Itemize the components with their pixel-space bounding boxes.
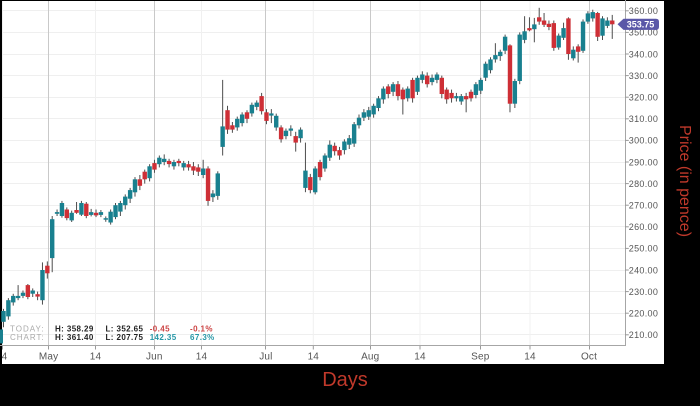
svg-text:220.00: 220.00 — [629, 309, 658, 319]
svg-text:Aug: Aug — [361, 352, 379, 363]
svg-text:250.00: 250.00 — [629, 244, 658, 254]
svg-text:67.3%: 67.3% — [190, 333, 215, 342]
svg-text:360.00: 360.00 — [629, 6, 658, 16]
svg-text:Sep: Sep — [471, 352, 490, 363]
svg-text:210.00: 210.00 — [629, 330, 658, 340]
svg-text:340.00: 340.00 — [629, 49, 658, 59]
svg-text:350.00: 350.00 — [629, 28, 658, 38]
svg-text:14: 14 — [90, 352, 102, 363]
svg-text:260.00: 260.00 — [629, 222, 658, 232]
svg-text:330.00: 330.00 — [629, 71, 658, 81]
svg-text:230.00: 230.00 — [629, 287, 658, 297]
svg-text:-0.45: -0.45 — [150, 324, 170, 333]
svg-text:290.00: 290.00 — [629, 157, 658, 167]
svg-text:Price (in pence): Price (in pence) — [676, 125, 693, 237]
svg-text:353.75: 353.75 — [627, 20, 655, 30]
svg-text:14: 14 — [414, 352, 426, 363]
svg-text:Days: Days — [322, 369, 368, 391]
svg-text:142.35: 142.35 — [150, 333, 177, 342]
svg-text:280.00: 280.00 — [629, 179, 658, 189]
svg-text:240.00: 240.00 — [629, 265, 658, 275]
svg-text:L: 352.65: L: 352.65 — [106, 324, 144, 333]
svg-text:L: 207.75: L: 207.75 — [106, 333, 144, 342]
svg-text:14: 14 — [196, 352, 208, 363]
svg-text:310.00: 310.00 — [629, 114, 658, 124]
svg-text:270.00: 270.00 — [629, 201, 658, 211]
svg-text:14: 14 — [308, 352, 320, 363]
svg-text:Oct: Oct — [581, 352, 597, 363]
svg-text:Jun: Jun — [146, 352, 163, 363]
svg-text:CHART:: CHART: — [10, 333, 45, 342]
svg-text:-0.1%: -0.1% — [190, 324, 213, 333]
svg-text:300.00: 300.00 — [629, 136, 658, 146]
svg-text:H: 361.40: H: 361.40 — [55, 333, 94, 342]
svg-text:4: 4 — [2, 352, 8, 363]
svg-text:TODAY:: TODAY: — [10, 324, 45, 333]
svg-text:Jul: Jul — [259, 352, 272, 363]
svg-text:May: May — [39, 352, 58, 363]
svg-text:320.00: 320.00 — [629, 93, 658, 103]
svg-text:14: 14 — [524, 352, 536, 363]
svg-text:H: 358.29: H: 358.29 — [55, 324, 94, 333]
